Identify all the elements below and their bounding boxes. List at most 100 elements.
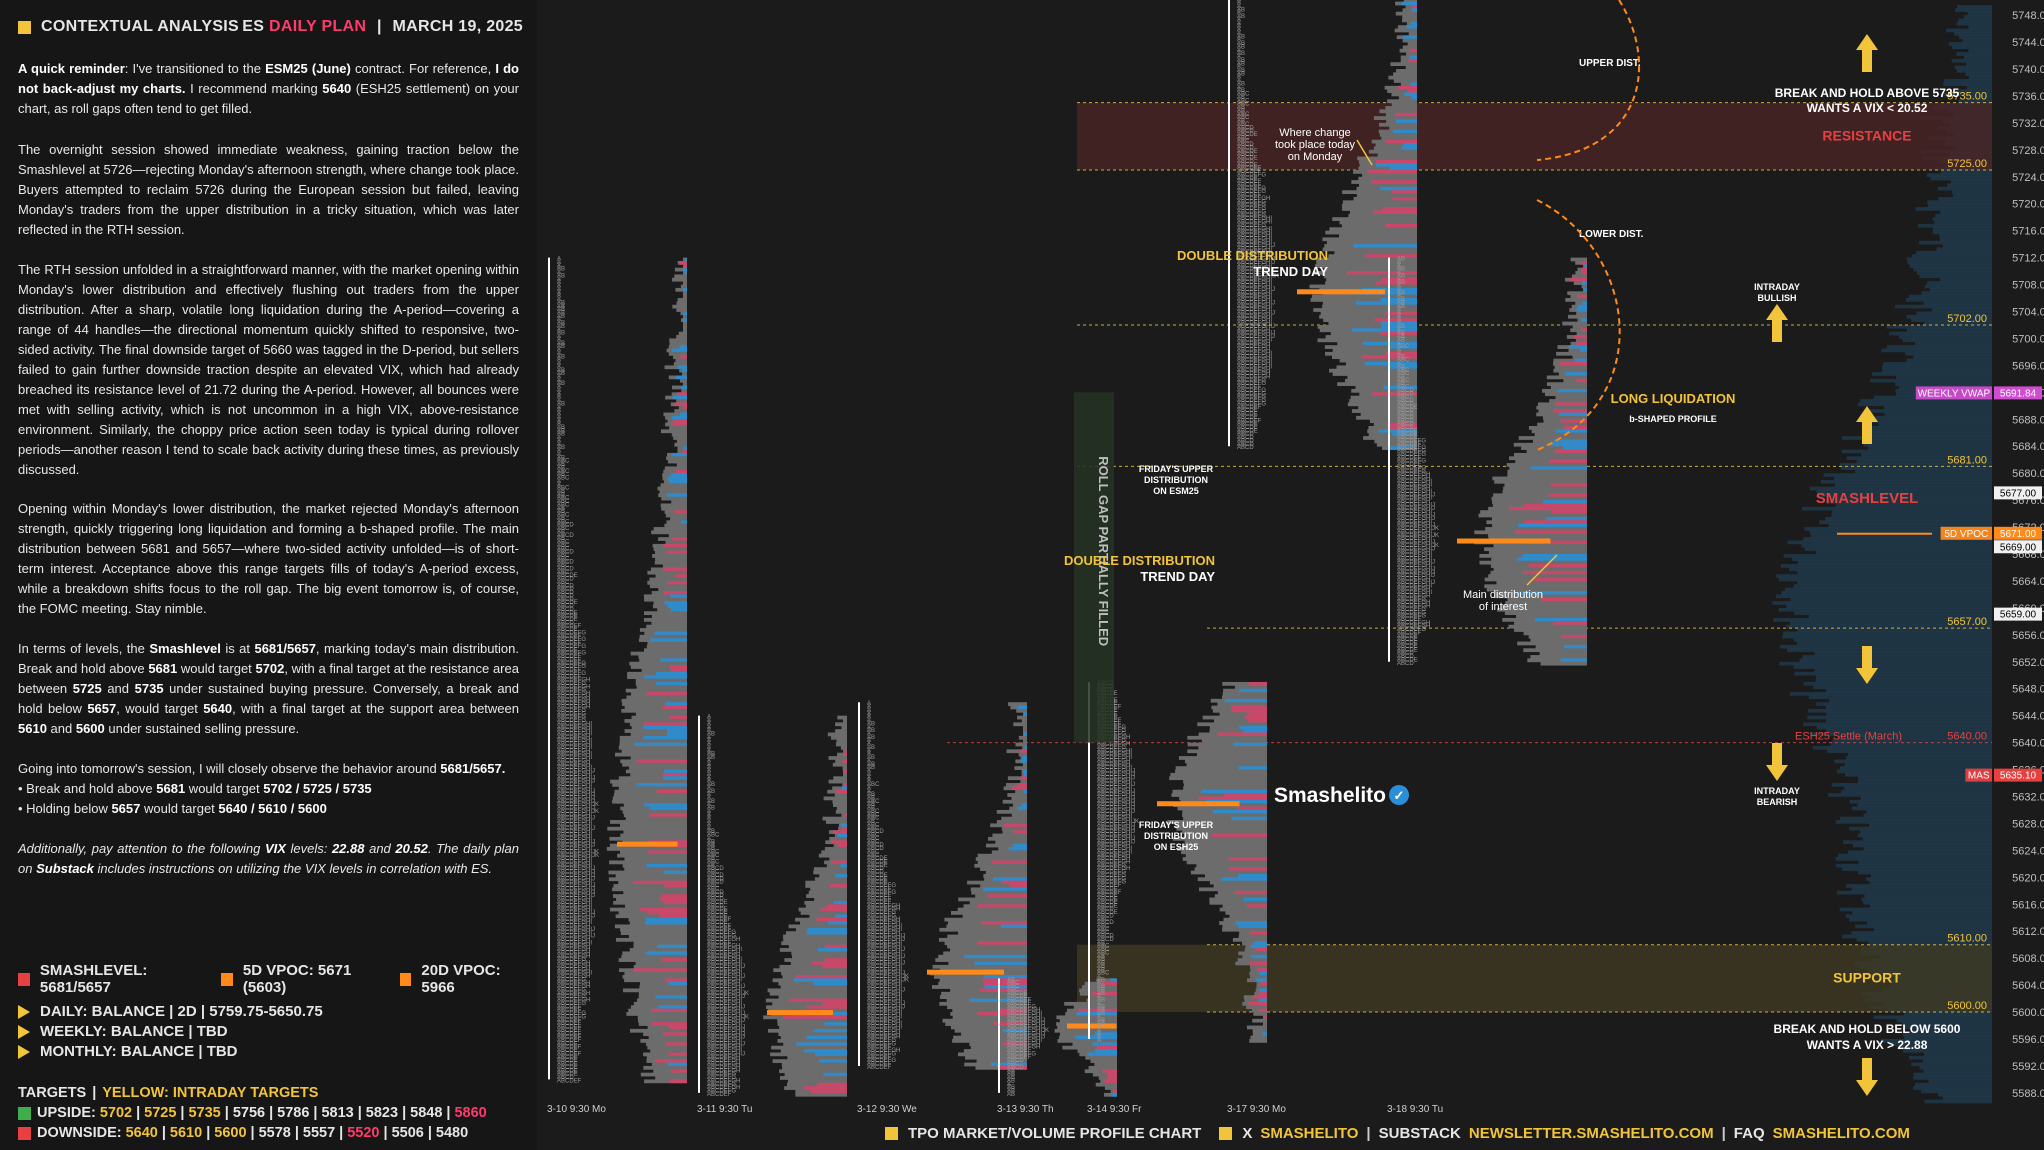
volume-bar [618, 786, 687, 791]
volume-bar [777, 1018, 847, 1023]
double-dist-label: DOUBLE DISTRIBUTION [1177, 248, 1328, 263]
tpo-letters: ABCDEFGHIJ [707, 1025, 745, 1031]
tpo-letters: ABCDE [1237, 428, 1258, 434]
tpo-letters: ABCDEFGHI [867, 940, 902, 946]
delta-bar [665, 702, 687, 706]
volume-bar [952, 1039, 1027, 1043]
tpo-letters: ABCDE [557, 647, 578, 653]
delta-bar [1365, 254, 1417, 259]
volume-bar [934, 975, 1027, 979]
tpo-letters: ABCDE [1237, 162, 1258, 168]
tpo-letters: ABCDEFG [1397, 597, 1426, 603]
delta-bar [1238, 873, 1267, 878]
arrow-down-icon [1856, 1058, 1878, 1096]
tpo-letters: A [1397, 284, 1401, 290]
tpo-letters: A [707, 809, 711, 815]
tpo-letters: ABCDEFGHI [1097, 833, 1132, 839]
volume-bar [653, 527, 687, 531]
footer-x-link[interactable]: SMASHELITO [1260, 1124, 1359, 1142]
tpo-letters: AB [557, 462, 565, 468]
volume-bar [1864, 894, 1992, 898]
tpo-letters: AB [557, 472, 565, 478]
tpo-letters: ABCDEFG [557, 977, 586, 983]
price-axis: 5748.005744.005740.005736.005732.005728.… [1994, 0, 2044, 1150]
volume-bar [621, 749, 687, 754]
volume-bar [1018, 752, 1027, 757]
volume-bar [1402, 18, 1417, 23]
volume-bar [1348, 213, 1417, 218]
tpo-letters: ABCDEF [707, 940, 732, 946]
footer-faq-link[interactable]: SMASHELITO.COM [1772, 1124, 1910, 1142]
volume-bar [1311, 294, 1417, 299]
tpo-letters: AB [1237, 41, 1245, 47]
tpo-letters: ABCDEFG [1237, 391, 1266, 397]
volume-bar [1480, 510, 1587, 514]
volume-bar [1967, 11, 1992, 16]
tpo-letters: ABCDEFGHI [1237, 290, 1272, 296]
volume-bar [1911, 1062, 1992, 1067]
volume-bar [1201, 739, 1267, 744]
tpo-letters: ABCDEFG [1397, 627, 1426, 633]
tpo-letters: ABCDEFG [707, 1089, 736, 1095]
tpo-letters: ABCD [707, 880, 724, 886]
volume-bar [1567, 291, 1587, 296]
volume-bar [661, 496, 687, 501]
volume-bar [623, 988, 687, 993]
volume-bar [1957, 5, 1992, 9]
tpo-letters: ABCD [1237, 438, 1254, 444]
tpo-letters: ABCDEFGHIJK [1097, 819, 1139, 825]
tpo-letters: ABCDEF [1397, 455, 1422, 461]
delta-bar [1102, 1069, 1117, 1074]
delta-bar [840, 823, 847, 828]
volume-bar [1197, 722, 1267, 727]
tpo-letters: ABCDEFGHI [1237, 267, 1272, 273]
tpo-letters: ABCDEF [1097, 890, 1122, 896]
delta-bar [1212, 809, 1267, 814]
volume-bar [1797, 570, 1992, 575]
volume-bar [1966, 62, 1992, 66]
tpo-letters: ABCD [707, 873, 724, 879]
tpo-letters: ABCDEFGHI [557, 755, 592, 761]
volume-bar [1955, 8, 1992, 13]
target-value: 5610 [169, 1125, 203, 1141]
tpo-letters: ABCDEFGHIJ [1397, 506, 1435, 512]
footer-substack-link[interactable]: NEWSLETTER.SMASHELITO.COM [1468, 1124, 1714, 1142]
tpo-letters: ABCDEFGHIJ [557, 913, 595, 919]
volume-bar [983, 873, 1027, 878]
volume-bar [1358, 183, 1417, 188]
tpo-letters: ABC [1007, 984, 1020, 990]
volume-bar [673, 355, 687, 360]
volume-bar [1402, 38, 1417, 43]
volume-bar [1869, 904, 1992, 908]
tpo-letters: ABCD [867, 846, 884, 852]
delta-bar [822, 964, 847, 969]
delta-bar [667, 604, 687, 609]
tpo-letters: ABCDEFGH [1097, 843, 1130, 849]
volume-bar [1865, 426, 1992, 430]
tpo-letters: A [1397, 317, 1401, 323]
delta-bar [964, 954, 1027, 959]
volume-bar [1523, 631, 1587, 636]
arrow-shape [1856, 406, 1878, 444]
volume-bar [1954, 31, 1992, 36]
tpo-letters: A [707, 836, 711, 842]
volume-bar [1861, 897, 1992, 902]
volume-bar [841, 813, 847, 818]
volume-bar [1309, 284, 1417, 289]
volume-bar [772, 1059, 847, 1063]
delta-bar [811, 961, 847, 966]
delta-bar [842, 759, 847, 764]
volume-bar [974, 863, 1027, 868]
tpo-letters: ABCDE [557, 1055, 578, 1061]
tpo-letters: ABCDEFGHI [1097, 812, 1132, 818]
arrow-down-icon [1856, 646, 1878, 684]
delta-bar [803, 1086, 847, 1090]
delta-bar [1557, 388, 1587, 393]
volume-bar [1016, 708, 1027, 713]
price-tag: 5669.00 [1994, 540, 2042, 554]
break-below-label: BREAK AND HOLD BELOW 5600 [1774, 1022, 1961, 1036]
tpo-letters: ABCDEFGHI [557, 836, 592, 842]
axis-tick-label: 5632.00 [2012, 792, 2044, 804]
section-title: CONTEXTUAL ANALYSIS [41, 18, 240, 35]
tpo-letters: ABC [557, 502, 570, 508]
